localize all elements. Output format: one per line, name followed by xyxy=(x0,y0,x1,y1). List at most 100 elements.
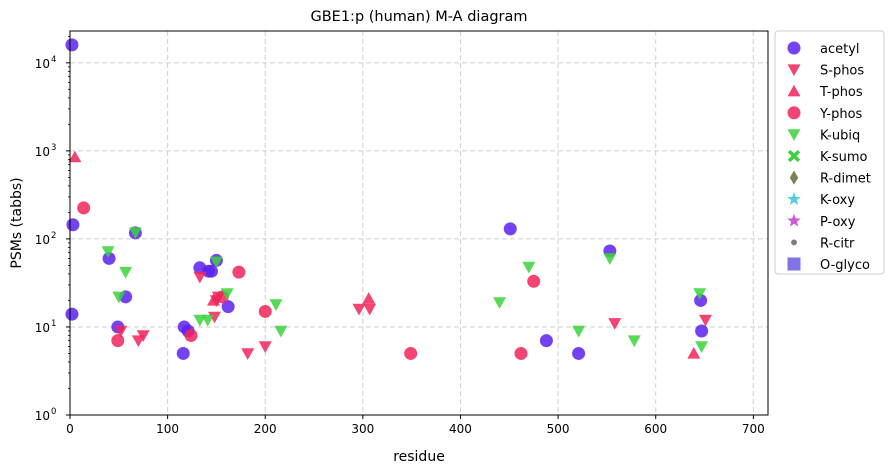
legend-label: K-sumo xyxy=(820,150,868,165)
y-tick-exponent: 1 xyxy=(51,319,56,329)
x-tick-label: 700 xyxy=(742,422,765,436)
data-point-y-phos xyxy=(514,346,528,360)
legend-frame xyxy=(774,30,885,275)
x-axis-label: residue xyxy=(393,449,445,465)
data-point-s-phos xyxy=(352,303,366,316)
legend-marker xyxy=(787,106,801,120)
legend-label: K-ubiq xyxy=(820,128,860,143)
x-tick-label: 100 xyxy=(156,422,179,436)
data-point-acetyl xyxy=(221,300,235,314)
data-point-acetyl xyxy=(176,346,190,360)
data-point-acetyl xyxy=(503,222,517,236)
x-axis: 0 100 200 300 400 500 600 700 xyxy=(66,415,765,436)
data-point-s-phos xyxy=(608,318,622,330)
data-point-acetyl xyxy=(694,293,708,307)
data-point-y-phos xyxy=(111,334,125,348)
data-point-k-ubiq xyxy=(201,314,215,327)
data-point-acetyl xyxy=(572,346,586,360)
grid xyxy=(70,31,768,415)
legend-marker xyxy=(787,192,801,205)
data-point-acetyl xyxy=(65,38,79,52)
legend-label: T-phos xyxy=(819,85,863,100)
data-point-k-ubiq xyxy=(522,261,536,274)
data-points xyxy=(65,38,713,360)
data-point-s-phos xyxy=(258,341,272,353)
x-tick-label: 200 xyxy=(254,422,277,436)
data-point-k-ubiq xyxy=(119,266,133,279)
legend-label: R-citr xyxy=(820,236,855,251)
data-point-s-phos xyxy=(207,311,221,324)
data-point-t-phos xyxy=(687,346,701,359)
legend-marker xyxy=(787,257,801,271)
data-point-t-phos xyxy=(207,293,221,306)
data-point-acetyl xyxy=(65,307,79,321)
data-point-k-ubiq xyxy=(603,253,617,265)
y-tick-label: 10 xyxy=(35,409,50,423)
data-point-s-phos xyxy=(241,348,255,360)
y-axis-label: PSMs (tabbs) xyxy=(9,177,25,268)
data-point-k-ubiq xyxy=(572,325,586,338)
data-point-y-phos xyxy=(527,274,541,288)
y-tick-label: 10 xyxy=(35,321,50,335)
data-point-y-phos xyxy=(77,201,91,215)
chart-title: GBE1:p (human) M-A diagram xyxy=(310,9,527,25)
x-tick-label: 0 xyxy=(66,422,74,436)
data-point-k-ubiq xyxy=(220,288,234,300)
legend-marker xyxy=(787,149,801,163)
legend-label: K-oxy xyxy=(820,193,855,208)
data-point-k-ubiq xyxy=(493,297,507,309)
data-point-s-phos xyxy=(114,325,128,338)
data-point-y-phos xyxy=(404,346,418,360)
data-point-y-phos xyxy=(232,265,246,279)
data-point-t-phos xyxy=(68,150,82,163)
x-tick-label: 300 xyxy=(351,422,374,436)
y-tick-label: 10 xyxy=(35,57,50,71)
data-point-k-ubiq xyxy=(695,341,709,353)
legend-marker xyxy=(787,64,801,77)
data-point-k-ubiq xyxy=(112,291,126,304)
legend-marker xyxy=(787,213,801,227)
legend: acetyl S-phos T-phos Y-phos K-ubiq K-sumo R-di… xyxy=(774,30,885,275)
legend-label: acetyl xyxy=(820,42,860,57)
legend-label: R-dimet xyxy=(820,172,871,187)
legend-marker xyxy=(789,170,799,185)
data-point-y-phos xyxy=(258,304,272,318)
data-point-acetyl xyxy=(102,251,116,265)
data-point-s-phos xyxy=(136,330,150,342)
data-point-acetyl xyxy=(695,324,709,338)
data-point-s-phos xyxy=(699,314,713,327)
data-point-acetyl xyxy=(539,334,553,348)
data-point-t-phos xyxy=(362,292,376,304)
data-point-k-ubiq xyxy=(693,288,707,300)
data-point-s-phos xyxy=(363,303,377,316)
legend-marker xyxy=(787,84,801,97)
x-tick-label: 500 xyxy=(547,422,570,436)
y-tick-exponent: 3 xyxy=(51,143,56,153)
data-point-s-phos xyxy=(193,271,207,284)
x-tick-label: 600 xyxy=(644,422,667,436)
y-tick-label: 10 xyxy=(35,145,50,159)
data-point-acetyl xyxy=(66,218,80,232)
y-tick-exponent: 2 xyxy=(51,231,56,241)
data-point-acetyl xyxy=(205,264,219,278)
legend-marker xyxy=(787,129,801,141)
y-tick-exponent: 0 xyxy=(51,407,56,417)
legend-marker xyxy=(787,41,801,55)
legend-label: S-phos xyxy=(820,64,864,79)
data-point-k-ubiq xyxy=(627,335,641,348)
x-tick-label: 400 xyxy=(449,422,472,436)
legend-marker xyxy=(791,239,797,246)
data-point-k-ubiq xyxy=(274,325,288,338)
legend-label: P-oxy xyxy=(820,215,856,230)
data-point-y-phos xyxy=(184,328,198,342)
plot-frame xyxy=(69,30,769,416)
legend-label: Y-phos xyxy=(819,107,863,122)
data-point-k-ubiq xyxy=(209,256,223,269)
data-point-k-ubiq xyxy=(128,227,142,240)
data-point-k-ubiq xyxy=(101,246,115,258)
data-point-k-ubiq xyxy=(269,299,283,311)
y-tick-label: 10 xyxy=(35,233,50,247)
y-tick-exponent: 4 xyxy=(51,55,56,65)
